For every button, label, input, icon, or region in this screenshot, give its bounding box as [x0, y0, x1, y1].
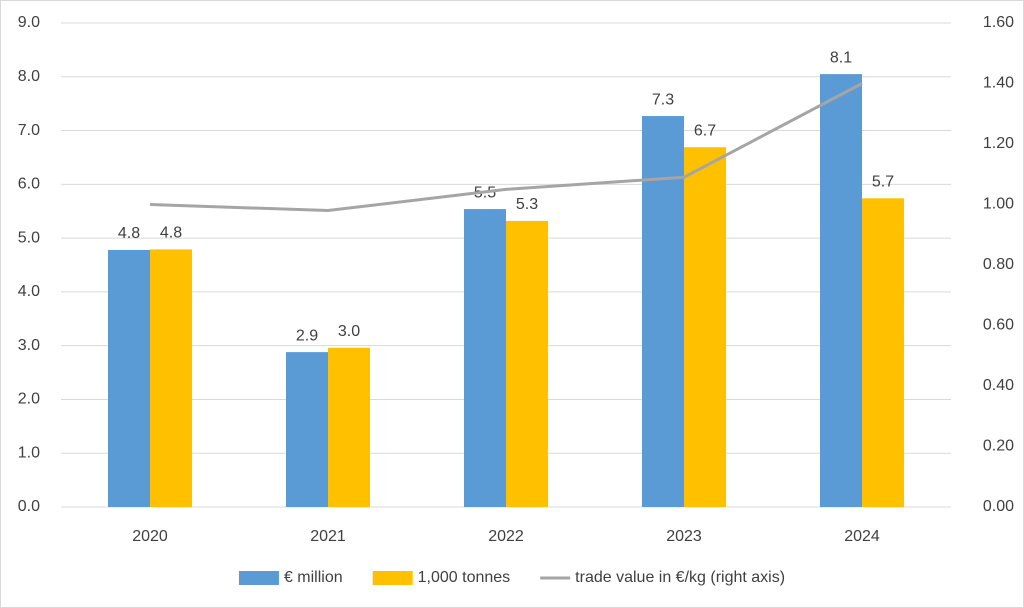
y2-tick-label: 0.60 — [983, 317, 1014, 334]
x-tick-label: 2022 — [488, 528, 524, 545]
y2-tick-label: 0.00 — [983, 498, 1014, 515]
data-label: 5.3 — [516, 196, 538, 213]
x-tick-label: 2024 — [844, 528, 880, 545]
y2-tick-label: 1.20 — [983, 135, 1014, 152]
y-tick-label: 0.0 — [18, 498, 40, 515]
y-tick-label: 6.0 — [18, 176, 40, 193]
y2-tick-label: 0.80 — [983, 256, 1014, 273]
line — [149, 82, 863, 213]
y-tick-label: 3.0 — [18, 337, 40, 354]
bar — [862, 198, 904, 507]
bar — [642, 116, 684, 507]
y-tick-label: 4.0 — [18, 283, 40, 300]
data-label: 5.7 — [872, 174, 894, 191]
legend-label: trade value in €/kg (right axis) — [575, 569, 785, 586]
legend-swatch — [238, 571, 279, 585]
bar — [506, 220, 548, 507]
bar — [684, 147, 726, 507]
y2-tick-label: 0.20 — [983, 438, 1014, 455]
y-tick-label: 9.0 — [18, 14, 40, 31]
legend-label: € million — [284, 569, 343, 586]
bar — [108, 249, 150, 508]
y-tick-label: 7.0 — [18, 122, 40, 139]
y2-tick-label: 1.60 — [983, 14, 1014, 31]
legend-label: 1,000 tonnes — [418, 569, 511, 586]
data-label: 2.9 — [296, 327, 318, 344]
x-tick-label: 2021 — [310, 528, 346, 545]
bar — [150, 249, 192, 507]
y-tick-label: 8.0 — [18, 68, 40, 85]
bar — [464, 209, 506, 507]
data-label: 4.8 — [160, 225, 182, 242]
bar — [820, 74, 862, 507]
data-label: 6.7 — [694, 122, 716, 139]
y2-tick-label: 1.40 — [983, 75, 1014, 92]
x-tick-label: 2023 — [666, 528, 702, 545]
y2-tick-label: 1.00 — [983, 196, 1014, 213]
x-tick-label: 2020 — [132, 528, 168, 545]
y2-tick-label: 0.40 — [983, 377, 1014, 394]
y-tick-label: 2.0 — [18, 391, 40, 408]
bar — [328, 347, 370, 507]
y-tick-label: 1.0 — [18, 444, 40, 461]
y-tick-label: 5.0 — [18, 229, 40, 246]
data-label: 4.8 — [118, 225, 140, 242]
data-label: 8.1 — [830, 49, 852, 66]
data-label: 3.0 — [338, 323, 360, 340]
bar — [286, 352, 328, 507]
legend-swatch — [372, 571, 413, 585]
data-label: 7.3 — [652, 91, 674, 108]
